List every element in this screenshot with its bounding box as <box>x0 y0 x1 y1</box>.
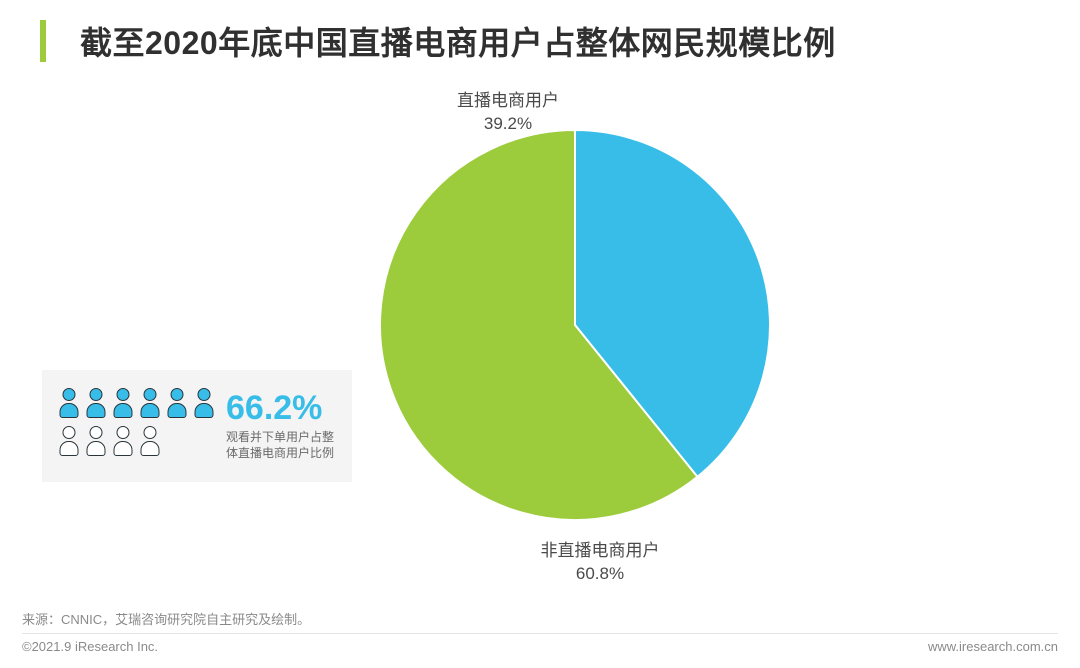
callout-percentage: 66.2% <box>226 391 336 425</box>
person-icon <box>139 388 161 418</box>
callout-description: 观看并下单用户占整体直播电商用户比例 <box>226 429 336 461</box>
people-row <box>58 426 216 456</box>
callout-box: 66.2% 观看并下单用户占整体直播电商用户比例 <box>42 370 352 482</box>
website-text: www.iresearch.com.cn <box>928 639 1058 654</box>
person-icon <box>58 426 80 456</box>
people-pictogram <box>58 388 216 464</box>
people-row <box>58 388 216 418</box>
person-icon <box>85 388 107 418</box>
person-icon <box>193 388 215 418</box>
pie-chart <box>370 120 780 530</box>
pie-svg <box>370 120 780 530</box>
callout-inner: 66.2% 观看并下单用户占整体直播电商用户比例 <box>58 384 336 468</box>
source-text: 来源：CNNIC，艾瑞咨询研究院自主研究及绘制。 <box>22 609 310 628</box>
footer-rule <box>22 633 1058 634</box>
title-bar: 截至2020年底中国直播电商用户占整体网民规模比例 <box>0 0 1080 84</box>
person-icon <box>139 426 161 456</box>
person-icon <box>85 426 107 456</box>
pie-label-text: 直播电商用户 <box>457 91 559 110</box>
accent-bar <box>40 20 46 62</box>
pie-label-text: 非直播电商用户 <box>541 541 660 560</box>
person-icon <box>58 388 80 418</box>
infographic-canvas: 截至2020年底中国直播电商用户占整体网民规模比例 直播电商用户 39.2% 非… <box>0 0 1080 668</box>
callout-right: 66.2% 观看并下单用户占整体直播电商用户比例 <box>216 391 336 461</box>
person-icon <box>112 426 134 456</box>
page-title: 截至2020年底中国直播电商用户占整体网民规模比例 <box>80 18 836 64</box>
copyright-text: ©2021.9 iResearch Inc. <box>22 639 158 654</box>
person-icon <box>112 388 134 418</box>
pie-label-nonlivestream: 非直播电商用户 60.8% <box>520 540 680 586</box>
person-icon <box>166 388 188 418</box>
pie-label-value: 60.8% <box>576 564 624 583</box>
